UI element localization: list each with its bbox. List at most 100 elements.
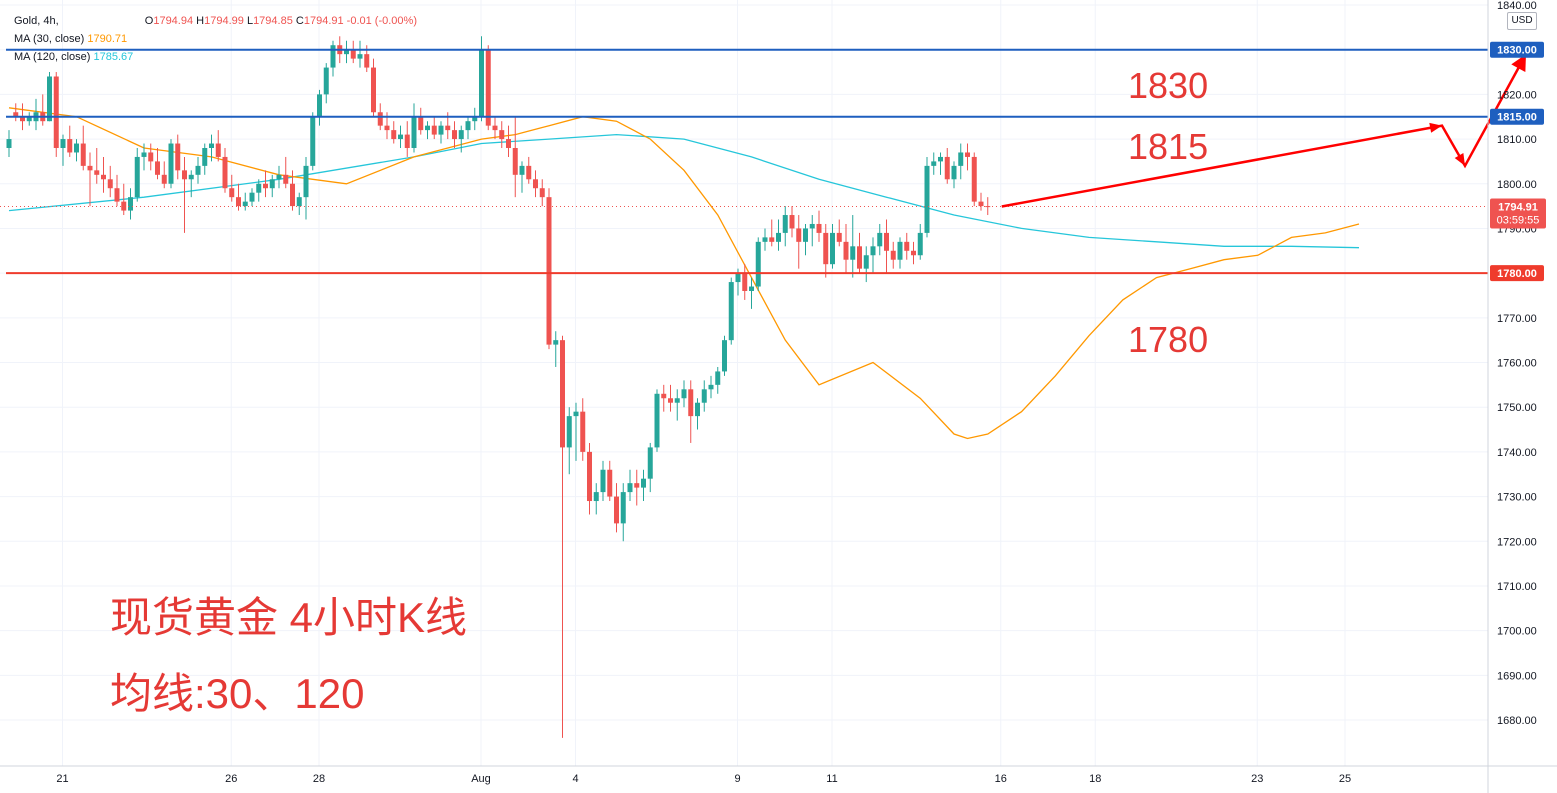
candle[interactable] — [877, 223, 883, 256]
candle[interactable] — [425, 121, 430, 140]
candle[interactable] — [634, 469, 640, 506]
candle[interactable] — [209, 134, 214, 162]
candle[interactable] — [290, 170, 295, 211]
candle[interactable] — [134, 148, 140, 202]
candle[interactable] — [641, 469, 646, 502]
candle[interactable] — [155, 148, 160, 180]
candle[interactable] — [836, 219, 842, 247]
candle[interactable] — [357, 40, 363, 68]
candle[interactable] — [857, 232, 862, 274]
candle[interactable] — [769, 219, 775, 247]
candle[interactable] — [101, 156, 106, 193]
candle[interactable] — [647, 442, 653, 493]
candle[interactable] — [175, 134, 181, 180]
candle[interactable] — [263, 170, 268, 198]
candle[interactable] — [796, 215, 802, 269]
candle[interactable] — [256, 179, 262, 202]
candle[interactable] — [452, 121, 457, 148]
candle[interactable] — [533, 170, 538, 198]
candle[interactable] — [492, 116, 498, 140]
candle[interactable] — [107, 165, 113, 198]
candle[interactable] — [965, 143, 970, 171]
candle[interactable] — [87, 152, 93, 207]
candle[interactable] — [310, 112, 316, 171]
candle[interactable] — [40, 94, 46, 126]
candle[interactable] — [317, 89, 322, 126]
candle[interactable] — [728, 277, 734, 345]
candle[interactable] — [418, 107, 424, 135]
candle[interactable] — [722, 335, 727, 376]
candle[interactable] — [47, 72, 52, 122]
candle[interactable] — [60, 134, 66, 166]
candle[interactable] — [438, 121, 444, 144]
candle[interactable] — [303, 156, 309, 220]
candle[interactable] — [911, 241, 916, 265]
candle[interactable] — [411, 103, 417, 153]
candle[interactable] — [620, 483, 626, 542]
candle[interactable] — [67, 125, 73, 157]
candle[interactable] — [951, 161, 957, 189]
candle[interactable] — [195, 156, 201, 184]
candle[interactable] — [249, 188, 255, 207]
candle[interactable] — [904, 232, 910, 260]
candle[interactable] — [688, 380, 694, 443]
candle[interactable] — [519, 161, 525, 193]
candle[interactable] — [323, 63, 329, 104]
candle[interactable] — [958, 143, 964, 180]
candle[interactable] — [627, 469, 633, 502]
candle[interactable] — [202, 143, 208, 175]
candle[interactable] — [607, 460, 613, 502]
candle[interactable] — [553, 331, 559, 367]
candle[interactable] — [674, 389, 680, 421]
candle[interactable] — [573, 402, 579, 461]
candle[interactable] — [668, 384, 673, 412]
candle[interactable] — [512, 116, 518, 198]
candle[interactable] — [182, 156, 187, 233]
candle[interactable] — [823, 223, 829, 278]
candles[interactable] — [6, 36, 991, 738]
candle[interactable] — [506, 125, 511, 157]
candle[interactable] — [924, 156, 930, 238]
candle[interactable] — [472, 107, 478, 131]
horizontal-levels[interactable] — [0, 48, 1488, 275]
candle[interactable] — [580, 398, 586, 461]
candle[interactable] — [546, 188, 552, 350]
candle[interactable] — [944, 148, 950, 184]
candle[interactable] — [276, 165, 282, 189]
candle[interactable] — [242, 192, 248, 211]
candle[interactable] — [789, 206, 795, 238]
candle[interactable] — [222, 148, 228, 193]
candle[interactable] — [782, 206, 788, 247]
candle[interactable] — [971, 152, 977, 207]
candle[interactable] — [74, 139, 79, 162]
candle[interactable] — [26, 112, 32, 126]
candle[interactable] — [843, 223, 849, 274]
candle[interactable] — [870, 237, 876, 274]
candle[interactable] — [33, 98, 39, 131]
currency-button[interactable]: USD — [1507, 12, 1537, 30]
candle[interactable] — [917, 223, 923, 260]
candle[interactable] — [776, 219, 781, 251]
candle[interactable] — [114, 174, 120, 207]
candle[interactable] — [654, 389, 660, 452]
candle[interactable] — [94, 148, 100, 184]
candle[interactable] — [701, 380, 707, 412]
candle[interactable] — [681, 380, 687, 408]
candle[interactable] — [344, 40, 349, 64]
candle[interactable] — [742, 264, 748, 300]
candle[interactable] — [6, 130, 12, 157]
candle[interactable] — [695, 398, 700, 430]
candle[interactable] — [985, 197, 991, 216]
candle[interactable] — [283, 156, 289, 189]
candle[interactable] — [803, 223, 808, 256]
candle[interactable] — [890, 241, 896, 269]
candle[interactable] — [458, 125, 464, 153]
candle[interactable] — [830, 223, 835, 269]
candle[interactable] — [188, 170, 194, 198]
legend-ma120-row[interactable]: MA (120, close) 1785.67 — [14, 48, 417, 66]
candle[interactable] — [850, 215, 856, 278]
candle[interactable] — [121, 183, 127, 216]
candle[interactable] — [614, 483, 619, 533]
